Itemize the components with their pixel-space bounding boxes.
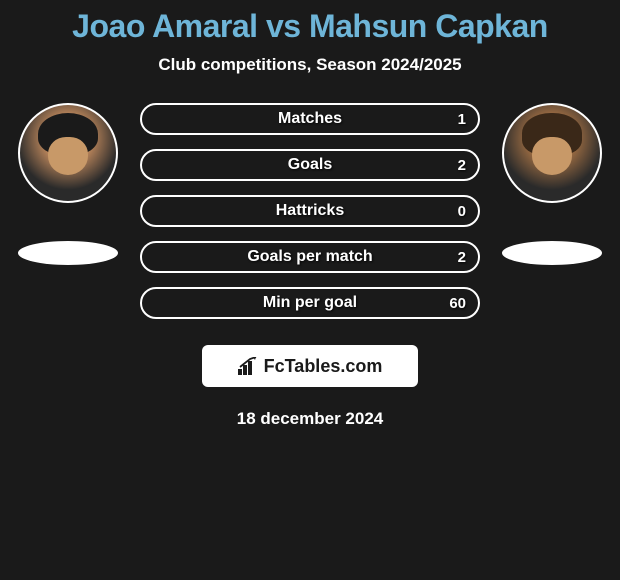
stat-label: Goals per match	[247, 248, 372, 266]
brand-box: FcTables.com	[202, 345, 418, 387]
player-left-avatar	[18, 103, 118, 203]
stat-value-right: 60	[449, 295, 466, 312]
stats-column: Matches 1 Goals 2 Hattricks 0 Goals per …	[140, 103, 480, 319]
stat-label: Goals	[288, 156, 332, 174]
player-left-column	[18, 103, 118, 265]
chart-icon	[238, 357, 260, 375]
player-left-club-oval	[18, 241, 118, 265]
brand-text: FcTables.com	[264, 356, 383, 377]
infographic-container: Joao Amaral vs Mahsun Capkan Club compet…	[0, 0, 620, 429]
stat-pill-matches: Matches 1	[140, 103, 480, 135]
subtitle: Club competitions, Season 2024/2025	[0, 55, 620, 75]
date-text: 18 december 2024	[0, 409, 620, 429]
stat-label: Matches	[278, 110, 342, 128]
stat-label: Min per goal	[263, 294, 357, 312]
stat-value-right: 0	[458, 203, 466, 220]
player-right-avatar	[502, 103, 602, 203]
stat-value-right: 1	[458, 111, 466, 128]
stat-pill-min-per-goal: Min per goal 60	[140, 287, 480, 319]
player-right-club-oval	[502, 241, 602, 265]
player-right-column	[502, 103, 602, 265]
stat-pill-hattricks: Hattricks 0	[140, 195, 480, 227]
stat-pill-goals-per-match: Goals per match 2	[140, 241, 480, 273]
page-title: Joao Amaral vs Mahsun Capkan	[0, 8, 620, 45]
stat-value-right: 2	[458, 249, 466, 266]
stat-value-right: 2	[458, 157, 466, 174]
main-area: Matches 1 Goals 2 Hattricks 0 Goals per …	[0, 103, 620, 319]
stat-pill-goals: Goals 2	[140, 149, 480, 181]
stat-label: Hattricks	[276, 202, 344, 220]
